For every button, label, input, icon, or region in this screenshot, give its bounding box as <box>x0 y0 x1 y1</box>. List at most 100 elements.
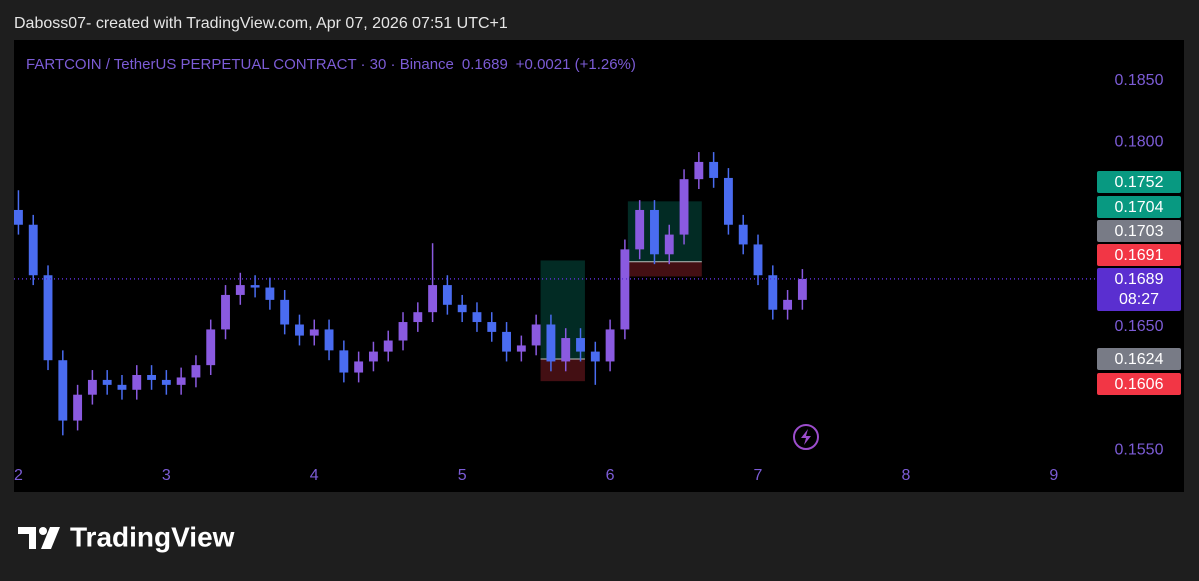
price-label: 0.1703 <box>1115 223 1164 240</box>
candle-body <box>428 285 438 313</box>
candle-body <box>723 177 733 225</box>
candle-body <box>664 234 674 255</box>
candle-body <box>797 278 807 300</box>
x-tick-label: 7 <box>754 467 763 484</box>
candle-body <box>620 249 630 330</box>
candle-body <box>383 340 393 352</box>
candle-body <box>14 209 23 225</box>
candle-body <box>161 379 171 385</box>
logo-mark <box>18 527 36 549</box>
candle-body <box>457 304 467 313</box>
candle-body <box>709 161 719 178</box>
candle-body <box>339 350 349 373</box>
chart-panel <box>14 40 1184 492</box>
candle-body <box>265 287 275 300</box>
brand: TradingView <box>70 521 235 552</box>
x-tick-label: 4 <box>310 467 319 484</box>
candle-body <box>295 324 304 336</box>
y-tick-label: 0.1850 <box>1115 72 1164 89</box>
position-stop <box>540 358 585 382</box>
candle-body <box>147 374 156 380</box>
symbol: FARTCOIN / TetherUS PERPETUAL CONTRACT ·… <box>26 56 454 73</box>
candle-body <box>487 322 497 332</box>
logo <box>18 527 60 549</box>
icon-ring <box>793 424 819 450</box>
candle-body <box>58 360 68 421</box>
candle-body <box>235 285 245 295</box>
candle-body <box>324 329 334 351</box>
last-price-box <box>1097 268 1181 311</box>
x-tick-label: 8 <box>901 467 910 484</box>
countdown: 08:27 <box>1119 291 1159 308</box>
candle-body <box>250 285 260 288</box>
candle-body <box>753 244 763 276</box>
candle-body <box>590 351 600 362</box>
candle-body <box>43 275 53 361</box>
candle-body <box>413 312 423 323</box>
price-label-box <box>1097 220 1181 242</box>
y-tick-label: 0.1650 <box>1115 318 1164 335</box>
candle-body <box>650 209 659 255</box>
candle-body <box>368 351 378 362</box>
candle-body <box>398 322 408 341</box>
y-tick-label: 0.1550 <box>1115 441 1164 458</box>
price-label: 0.1752 <box>1115 174 1164 191</box>
candle-body <box>502 331 511 352</box>
logo-dot <box>39 527 47 535</box>
price-label: 0.1624 <box>1115 351 1164 368</box>
candle-body <box>117 384 127 390</box>
candle-body <box>635 209 645 250</box>
price-label-box <box>1097 348 1181 370</box>
candle-body <box>206 329 216 366</box>
candle-body <box>28 224 38 276</box>
price-label-box <box>1097 244 1181 266</box>
price-label: 0.1691 <box>1115 247 1164 264</box>
position-stop <box>627 261 702 277</box>
x-tick-label: 9 <box>1049 467 1058 484</box>
candle-body <box>605 329 615 362</box>
legend-change: +0.0021 (+1.26%) <box>516 56 636 73</box>
candle-body <box>576 338 585 352</box>
candle-body <box>516 345 526 352</box>
candle-body <box>132 374 142 390</box>
candle-body <box>73 394 83 421</box>
candle-body <box>738 224 748 245</box>
price-label-box <box>1097 196 1181 218</box>
price-label-box <box>1097 171 1181 193</box>
candle-body <box>531 324 541 346</box>
x-tick-label: 5 <box>458 467 467 484</box>
legend-price: 0.1689 <box>462 56 508 73</box>
candle-body <box>87 379 97 395</box>
candle-body <box>783 299 793 310</box>
lightning-icon[interactable] <box>793 424 819 450</box>
x-tick-label: 2 <box>14 467 23 484</box>
plot: 0.1550 0.1650 0.1800 0.1850 2 3 4 5 6 7 8 9 0.1752 0.… <box>14 72 1181 492</box>
candle-body <box>546 324 556 362</box>
y-tick-label: 0.1800 <box>1115 133 1164 150</box>
candle-body <box>354 361 364 373</box>
candle-body <box>768 275 778 310</box>
x-tick-label: 6 <box>606 467 615 484</box>
candle-body <box>280 299 290 325</box>
candle-body <box>694 161 704 180</box>
logo-mark <box>41 527 60 549</box>
candle-body <box>176 377 186 385</box>
icon-bolt <box>801 429 811 445</box>
header: Daboss07- created with TradingView.com, … <box>14 15 508 32</box>
price-label: 0.1606 <box>1115 376 1164 393</box>
candle-body <box>309 329 319 336</box>
x-tick-label: 3 <box>162 467 171 484</box>
candle-body <box>442 285 452 305</box>
candle-body <box>561 338 571 362</box>
price-label-box <box>1097 373 1181 395</box>
legend: FARTCOIN / TetherUS PERPETUAL CONTRACT ·… <box>26 56 636 73</box>
candle-body <box>679 179 689 235</box>
candle-body <box>191 365 201 378</box>
candle-body <box>221 294 230 330</box>
price-label: 0.1704 <box>1115 199 1164 216</box>
candle-body <box>472 312 482 323</box>
candle-body <box>102 379 112 385</box>
last-price-label: 0.1689 <box>1115 271 1164 288</box>
